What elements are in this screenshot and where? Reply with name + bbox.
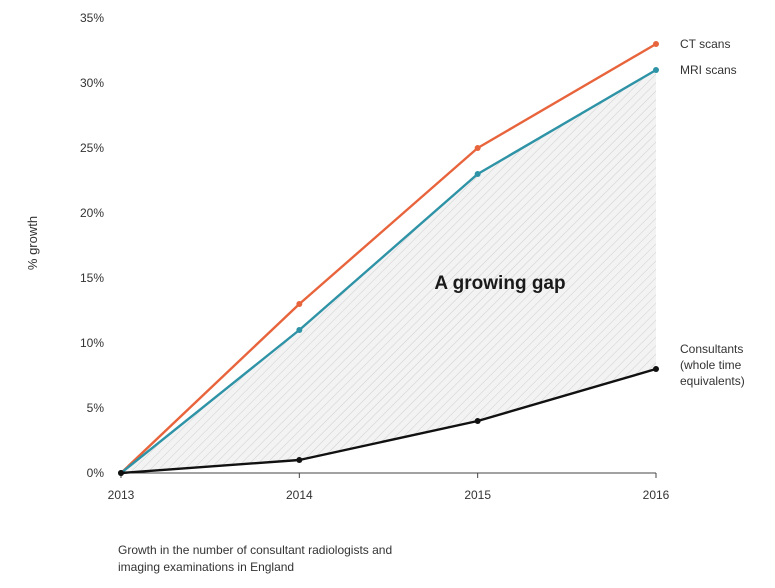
caption-line-1: Growth in the number of consultant radio…: [118, 543, 393, 557]
gap-hatch-area: [121, 70, 656, 473]
axes: 0% 5% 10% 15% 20% 25% 30% 35% 2013 2014 2015 2016: [80, 11, 670, 502]
x-tick-label: 2014: [286, 488, 313, 502]
y-tick-label: 5%: [87, 401, 105, 415]
series-label: (whole time: [680, 358, 742, 372]
data-point: [653, 67, 659, 73]
data-point: [653, 366, 659, 372]
y-tick-label: 30%: [80, 76, 104, 90]
series-line: [120, 367, 657, 475]
series-label: MRI scans: [680, 63, 737, 77]
data-point: [296, 457, 303, 463]
y-tick-label: 15%: [80, 271, 104, 285]
data-point: [474, 145, 481, 151]
y-tick-label: 0%: [87, 466, 105, 480]
x-tick-label: 2013: [108, 488, 135, 502]
data-point: [118, 470, 124, 476]
y-tick-label: 35%: [80, 11, 104, 25]
x-tick-label: 2015: [464, 488, 491, 502]
y-tick-label: 20%: [80, 206, 104, 220]
y-tick-label: 10%: [80, 336, 104, 350]
data-point: [296, 301, 303, 307]
series-labels: CT scans MRI scans Consultants (whole time e…: [680, 37, 745, 388]
data-point: [296, 327, 303, 333]
gap-annotation: A growing gap: [434, 273, 565, 294]
y-tick-label: 25%: [80, 141, 104, 155]
series-label: Consultants: [680, 342, 743, 356]
series: [118, 41, 659, 476]
data-point: [474, 171, 481, 177]
series-line: [120, 68, 657, 474]
chart-caption: Growth in the number of consultant radio…: [118, 542, 392, 576]
x-tick-label: 2016: [643, 488, 670, 502]
data-point: [474, 418, 481, 424]
caption-line-2: imaging examinations in England: [118, 560, 295, 574]
gap-area: [121, 70, 656, 473]
data-point: [653, 41, 659, 47]
series-label: equivalents): [680, 374, 745, 388]
series-label: CT scans: [680, 37, 730, 51]
y-axis-label: % growth: [25, 216, 40, 270]
series-line: [120, 42, 657, 474]
